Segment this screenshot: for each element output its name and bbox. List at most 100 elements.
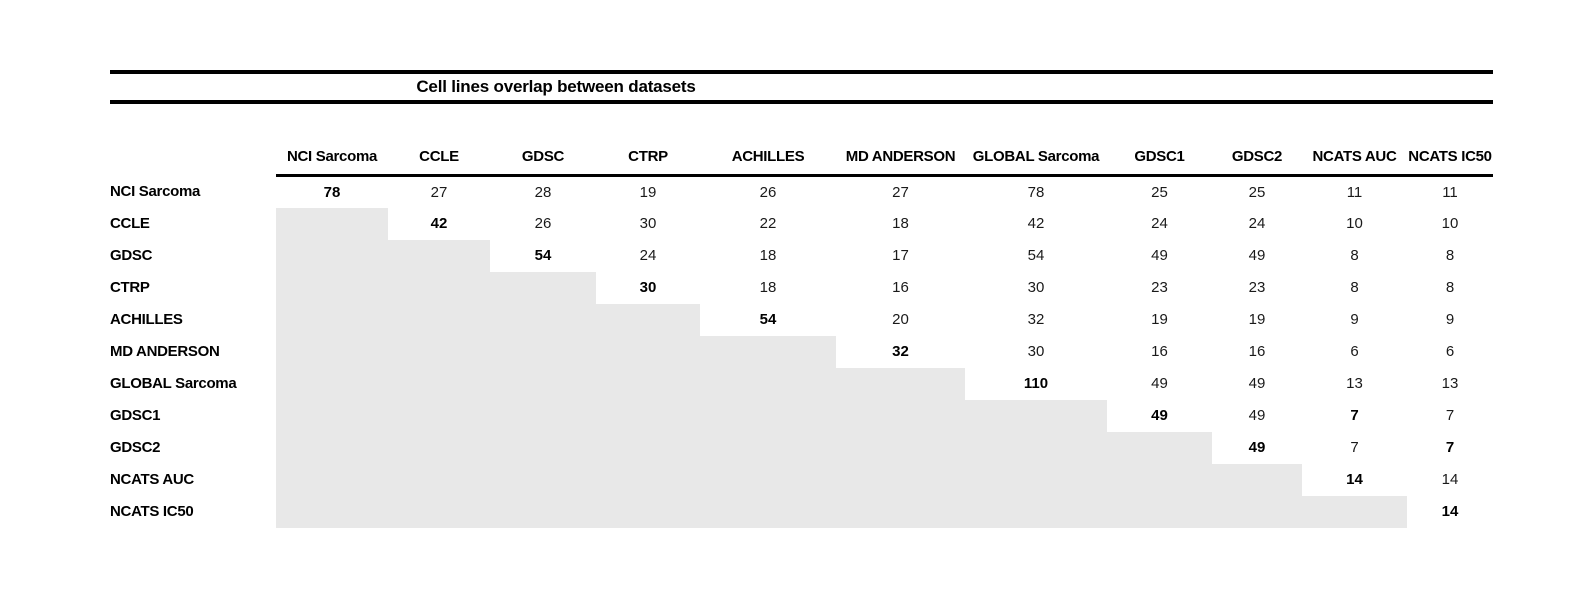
overlap-value-cell: 49 (1248, 407, 1266, 424)
row-label: GDSC2 (110, 439, 161, 456)
overlap-value-cell: 30 (1027, 343, 1045, 360)
table-row: CTRP 30 18 16 30 23 23 8 8 (110, 271, 1493, 304)
row-label: CTRP (110, 279, 150, 296)
shaded-cell (388, 495, 490, 528)
shaded-cell (596, 399, 700, 432)
overlap-value-cell: 11 (1442, 183, 1458, 201)
overlap-value-cell: 24 (639, 247, 657, 264)
overlap-value-cell: 7 (1445, 407, 1455, 424)
table-row: MD ANDERSON 32 30 16 16 6 6 (110, 335, 1493, 368)
overlap-value-cell: 14 (1441, 503, 1459, 520)
overlap-value-cell: 49 (1151, 375, 1168, 392)
shaded-cell (965, 463, 1107, 496)
overlap-value-cell: 24 (1151, 215, 1168, 232)
shaded-cell (836, 367, 965, 400)
shaded-cell (490, 463, 596, 496)
table-row: NCATS IC50 14 (110, 495, 1493, 528)
shaded-cell (388, 399, 490, 432)
overlap-value-cell: 19 (639, 183, 657, 201)
overlap-value-cell: 7 (1350, 407, 1359, 424)
shaded-cell (700, 495, 836, 528)
overlap-value-cell: 42 (430, 215, 448, 232)
overlap-value-cell: 13 (1346, 375, 1363, 392)
shaded-cell (276, 271, 388, 304)
shaded-cell (596, 495, 700, 528)
shaded-cell (1107, 495, 1212, 528)
overlap-value-cell: 54 (1027, 247, 1045, 264)
overlap-value-cell: 6 (1445, 343, 1455, 360)
shaded-cell (388, 239, 490, 272)
column-header: GDSC1 (1107, 138, 1212, 177)
overlap-value-cell: 19 (1248, 311, 1266, 328)
column-header: ACHILLES (700, 138, 836, 177)
shaded-cell (700, 463, 836, 496)
shaded-cell (1107, 463, 1212, 496)
overlap-value-cell: 49 (1151, 247, 1168, 264)
shaded-cell (700, 399, 836, 432)
overlap-matrix-table: NCI Sarcoma CCLE GDSC CTRP ACHILLES MD ANDERS… (110, 138, 1493, 528)
overlap-value-cell: 54 (759, 311, 777, 328)
overlap-value-cell: 6 (1350, 343, 1359, 360)
table-row: GDSC 54 24 18 17 54 49 49 8 8 (110, 239, 1493, 272)
overlap-value-cell: 42 (1027, 215, 1045, 232)
column-header: CCLE (388, 138, 490, 177)
overlap-value-cell: 9 (1445, 311, 1455, 328)
shaded-cell (276, 431, 388, 464)
column-header: NCATS AUC (1302, 138, 1407, 177)
shaded-cell (836, 495, 965, 528)
overlap-value-cell: 49 (1248, 375, 1266, 392)
row-label: NCI Sarcoma (110, 183, 201, 200)
overlap-value-cell: 28 (534, 183, 552, 201)
shaded-cell (388, 303, 490, 336)
shaded-cell (490, 399, 596, 432)
overlap-value-cell: 7 (1445, 439, 1455, 456)
shaded-cell (388, 367, 490, 400)
overlap-value-cell: 11 (1346, 183, 1363, 201)
overlap-value-cell: 13 (1441, 375, 1459, 392)
overlap-value-cell: 19 (1151, 311, 1168, 328)
overlap-value-cell: 9 (1350, 311, 1359, 328)
shaded-cell (1212, 463, 1302, 496)
overlap-value-cell: 10 (1441, 215, 1459, 232)
shaded-cell (490, 335, 596, 368)
overlap-value-cell: 110 (1023, 375, 1049, 392)
table-row: GDSC1 49 49 7 7 (110, 399, 1493, 432)
overlap-value-cell: 23 (1248, 279, 1266, 296)
overlap-value-cell: 54 (534, 247, 552, 264)
shaded-cell (276, 207, 388, 240)
overlap-value-cell: 30 (639, 279, 657, 296)
row-label: NCATS AUC (110, 471, 194, 488)
shaded-cell (388, 271, 490, 304)
column-header: GDSC2 (1212, 138, 1302, 177)
shaded-cell (965, 431, 1107, 464)
shaded-cell (490, 495, 596, 528)
shaded-cell (388, 335, 490, 368)
shaded-cell (965, 399, 1107, 432)
column-header: GDSC (490, 138, 596, 177)
row-label: GLOBAL Sarcoma (110, 375, 237, 392)
column-header: NCI Sarcoma (276, 138, 388, 177)
table-row: ACHILLES 54 20 32 19 19 9 9 (110, 303, 1493, 336)
row-label: GDSC1 (110, 407, 161, 424)
overlap-value-cell: 25 (1248, 183, 1266, 201)
shaded-cell (276, 335, 388, 368)
overlap-value-cell: 26 (534, 215, 552, 232)
matrix-body: NCI Sarcoma 78 27 28 19 26 27 78 25 25 11 11 CCLE 42 2… (110, 176, 1493, 528)
overlap-value-cell: 49 (1248, 439, 1266, 456)
overlap-value-cell: 8 (1445, 247, 1455, 264)
overlap-value-cell: 18 (892, 215, 909, 232)
shaded-cell (596, 303, 700, 336)
shaded-cell (596, 431, 700, 464)
shaded-cell (276, 495, 388, 528)
mid-rule (110, 100, 1493, 104)
column-header: MD ANDERSON (836, 138, 965, 177)
overlap-value-cell: 10 (1346, 215, 1363, 232)
overlap-value-cell: 22 (759, 215, 777, 232)
shaded-cell (276, 303, 388, 336)
shaded-cell (596, 335, 700, 368)
top-rule (110, 70, 1493, 74)
overlap-value-cell: 32 (1027, 311, 1045, 328)
overlap-value-cell: 14 (1441, 471, 1459, 488)
overlap-value-cell: 8 (1350, 279, 1359, 296)
shaded-cell (700, 367, 836, 400)
